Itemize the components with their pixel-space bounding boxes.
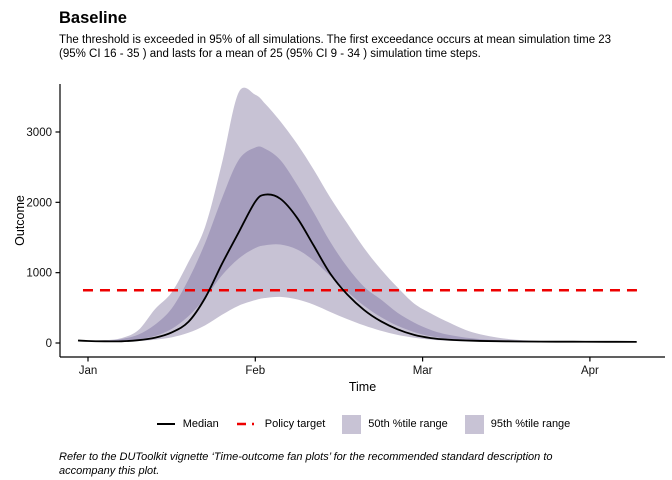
legend-label-policy-target: Policy target [264, 418, 326, 430]
y-axis-title: Outcome [13, 195, 27, 246]
y-axis: 0 1000 2000 3000 [26, 84, 61, 357]
y-tick-label: 2000 [26, 197, 52, 209]
legend-item-median: Median [156, 417, 219, 431]
x-tick-label: Jan [79, 365, 98, 377]
legend-swatch-50th-icon [342, 414, 362, 434]
legend-label-median: Median [182, 418, 219, 430]
plot-subtitle-line2: (95% CI 16 - 35 ) and lasts for a mean o… [59, 48, 481, 60]
legend-swatch-95th-icon [464, 414, 484, 434]
legend-label-95th-range: 95th %tile range [490, 418, 571, 430]
legend-label-50th-range: 50th %tile range [368, 418, 448, 430]
plot-title: Baseline [59, 9, 127, 27]
legend-item-policy-target: Policy target [236, 417, 326, 431]
median-line [77, 193, 637, 343]
plot-caption: Refer to the DUToolkit vignette ‘Time-ou… [59, 450, 553, 478]
x-tick-label: Apr [581, 365, 599, 377]
x-tick-label: Mar [413, 365, 433, 377]
fan-chart: Jan Feb Mar Apr 0 1000 2000 3000 Time Outcome [13, 84, 665, 394]
legend-item-95th-range: 95th %tile range [464, 414, 571, 434]
policy-target-dash-key-icon [236, 422, 258, 426]
x-axis: Jan Feb Mar Apr [60, 356, 665, 377]
plot-subtitle: The threshold is exceeded in 95% of all … [59, 33, 611, 61]
y-tick-label: 1000 [26, 268, 52, 280]
plot-caption-line1: Refer to the DUToolkit vignette ‘Time-ou… [59, 451, 553, 463]
plot-caption-line2: accompany this plot. [59, 465, 160, 477]
median-line-key-icon [156, 423, 175, 425]
legend-item-50th-range: 50th %tile range [342, 414, 448, 434]
plot-subtitle-line1: The threshold is exceeded in 95% of all … [59, 34, 612, 46]
y-tick-label: 3000 [26, 127, 52, 139]
y-tick-label: 0 [46, 338, 52, 350]
x-tick-label: Feb [245, 365, 265, 377]
chart-legend: Median Policy target 50th %tile range 95… [60, 413, 666, 435]
x-axis-title: Time [349, 380, 376, 394]
